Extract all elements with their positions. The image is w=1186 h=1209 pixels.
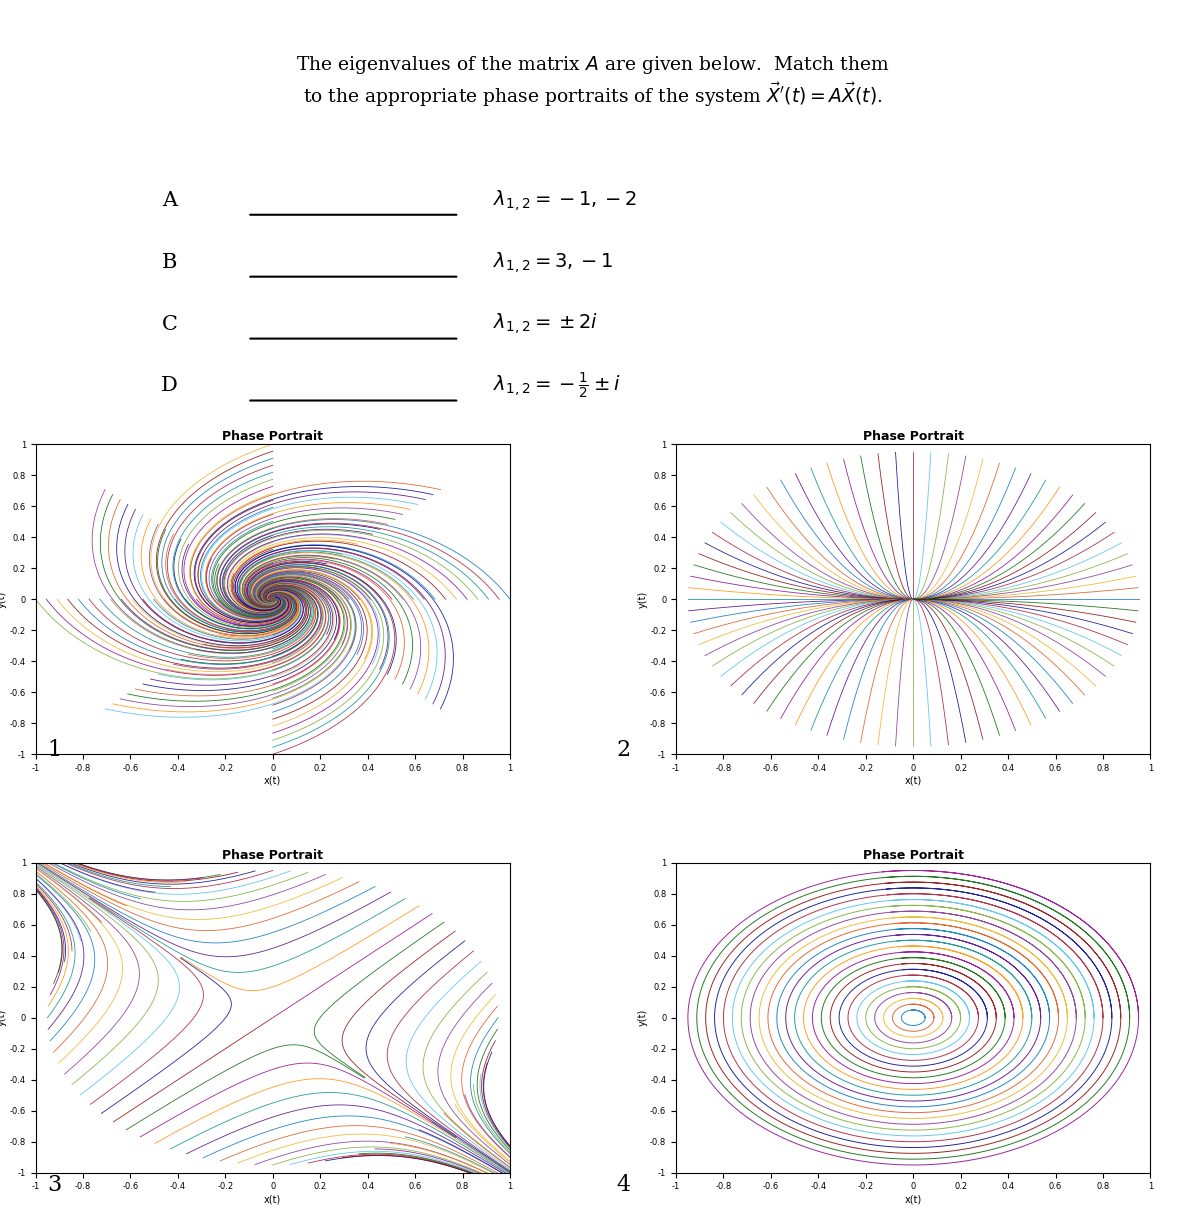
Title: Phase Portrait: Phase Portrait (862, 430, 964, 442)
Text: $\lambda_{1,2} = 3, -1$: $\lambda_{1,2} = 3, -1$ (492, 249, 613, 274)
Y-axis label: y(t): y(t) (637, 591, 648, 608)
X-axis label: x(t): x(t) (264, 776, 281, 786)
X-axis label: x(t): x(t) (905, 1194, 922, 1204)
Text: D: D (161, 376, 178, 395)
Y-axis label: y(t): y(t) (0, 591, 7, 608)
Title: Phase Portrait: Phase Portrait (222, 430, 324, 442)
Text: 4: 4 (617, 1174, 631, 1196)
Y-axis label: y(t): y(t) (0, 1010, 7, 1026)
Text: 3: 3 (47, 1174, 62, 1196)
X-axis label: x(t): x(t) (264, 1194, 281, 1204)
Text: 1: 1 (47, 739, 62, 760)
Text: 2: 2 (617, 739, 631, 760)
Text: The eigenvalues of the matrix $A$ are given below.  Match them
to the appropriat: The eigenvalues of the matrix $A$ are gi… (296, 54, 890, 109)
Text: $\lambda_{1,2} = -1, -2$: $\lambda_{1,2} = -1, -2$ (492, 187, 637, 213)
Title: Phase Portrait: Phase Portrait (222, 849, 324, 862)
Title: Phase Portrait: Phase Portrait (862, 849, 964, 862)
Text: A: A (161, 191, 177, 209)
Y-axis label: y(t): y(t) (637, 1010, 648, 1026)
Text: C: C (161, 314, 177, 334)
Text: $\lambda_{1,2} = -\frac{1}{2} \pm i$: $\lambda_{1,2} = -\frac{1}{2} \pm i$ (492, 371, 620, 401)
X-axis label: x(t): x(t) (905, 776, 922, 786)
Text: B: B (161, 253, 177, 272)
Text: $\lambda_{1,2} = \pm 2i$: $\lambda_{1,2} = \pm 2i$ (492, 312, 598, 336)
